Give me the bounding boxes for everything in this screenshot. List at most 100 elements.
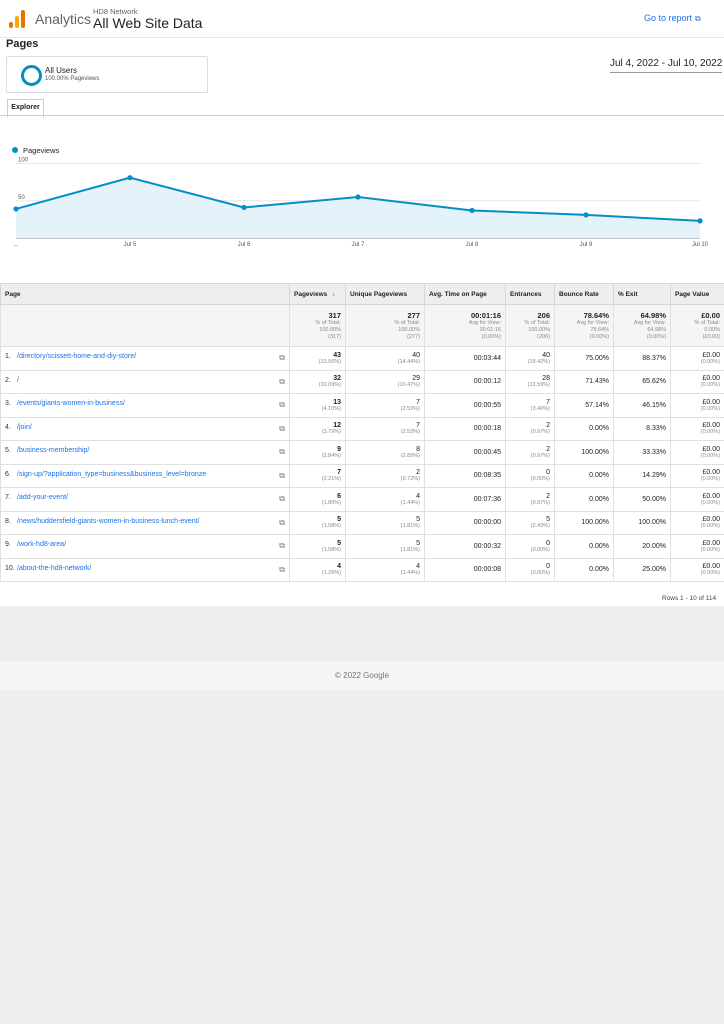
column-header[interactable]: Page Value xyxy=(670,283,724,305)
avg-time-cell: 00:07:36 xyxy=(424,487,506,512)
entrances-cell-value: 40 xyxy=(542,351,550,359)
open-page-icon[interactable]: ⧉ xyxy=(279,376,285,386)
page-link[interactable]: /events/giants-women-in-business/ xyxy=(17,400,125,408)
pageviews-chart: Pageviews 100 50... Jul 5 Jul 6 Jul 7 Jul 8 Jul… xyxy=(12,146,709,248)
page-link[interactable]: /news/huddersfield-giants-women-in-busin… xyxy=(17,517,200,525)
total-percent: 100.00% xyxy=(398,326,420,333)
unique-pageviews-cell: 8 (2.89%) xyxy=(345,440,425,465)
bounce-rate-cell-value: 0.00% xyxy=(589,566,609,574)
pageviews-cell-percent: (1.89%) xyxy=(321,499,341,506)
total-caption: Avg for View: xyxy=(633,319,666,326)
segment-card[interactable]: All Users 100.00% Pageviews xyxy=(6,56,208,93)
page-value-cell: £0.00 (0.00%) xyxy=(670,393,724,418)
pageviews-cell-percent: (1.58%) xyxy=(321,546,341,553)
x-tick-label: Jul 9 xyxy=(580,242,593,248)
total-absolute: (317) xyxy=(328,333,341,340)
pageviews-cell: 5 (1.58%) xyxy=(289,534,346,559)
page-link[interactable]: /sign-up/?application_type=business&busi… xyxy=(17,470,207,478)
table-row: 3. /events/giants-women-in-business/ ⧉ 13 (4… xyxy=(0,393,724,418)
page-value-cell-percent: (0.00%) xyxy=(700,476,720,483)
go-to-report-link[interactable]: Go to report ⧉ xyxy=(644,13,701,24)
unique-pageviews-cell: 2 (0.72%) xyxy=(345,463,425,488)
pageviews-cell-percent: (3.79%) xyxy=(321,429,341,436)
row-rank: 1. xyxy=(5,353,11,361)
exit-cell: 20.00% xyxy=(613,534,671,559)
exit-cell: 46.15% xyxy=(613,393,671,418)
unique-pageviews-cell-value: 8 xyxy=(416,445,420,453)
pageviews-cell: 6 (1.89%) xyxy=(289,487,346,512)
x-tick-label: Jul 6 xyxy=(238,242,251,248)
exit-cell-value: 100.00% xyxy=(638,519,666,527)
row-rank: 2. xyxy=(5,376,11,384)
column-header-label: Bounce Rate xyxy=(559,290,599,298)
page-link[interactable]: /add-your-event/ xyxy=(17,494,68,502)
page-link[interactable]: /directory/scissett-home-and-diy-store/ xyxy=(17,353,137,361)
segment-detail: 100.00% Pageviews xyxy=(45,76,100,82)
account-name[interactable]: HD8 Network xyxy=(93,7,138,16)
open-page-icon[interactable]: ⧉ xyxy=(279,541,285,551)
open-page-icon[interactable]: ⧉ xyxy=(279,400,285,410)
view-name[interactable]: All Web Site Data xyxy=(93,15,203,31)
open-page-icon[interactable]: ⧉ xyxy=(279,517,285,527)
open-page-icon[interactable]: ⧉ xyxy=(279,353,285,363)
column-header[interactable]: Bounce Rate xyxy=(554,283,614,305)
entrances-cell: 0 (0.00%) xyxy=(505,534,555,559)
page-value-cell-value: £0.00 xyxy=(702,563,720,571)
page-link[interactable]: /work-hd8-area/ xyxy=(17,541,67,549)
total-percent: 100.00% xyxy=(319,326,341,333)
total-caption: % of Total: xyxy=(394,319,420,326)
column-header[interactable]: Pageviews ↓ xyxy=(289,283,346,305)
tab-explorer[interactable]: Explorer xyxy=(7,99,44,118)
page-value-cell: £0.00 (0.00%) xyxy=(670,346,724,371)
total-caption: Avg for View: xyxy=(576,319,609,326)
open-page-icon[interactable]: ⧉ xyxy=(279,564,285,574)
entrances-cell-percent: (3.40%) xyxy=(530,405,550,412)
column-header[interactable]: Entrances xyxy=(505,283,555,305)
page-link[interactable]: /business-membership/ xyxy=(17,447,90,455)
open-page-icon[interactable]: ⧉ xyxy=(279,470,285,480)
unique-pageviews-cell: 29 (10.47%) xyxy=(345,369,425,394)
page-value-cell: £0.00 (0.00%) xyxy=(670,463,724,488)
data-point xyxy=(469,207,475,214)
column-header[interactable]: Unique Pageviews xyxy=(345,283,425,305)
open-page-icon[interactable]: ⧉ xyxy=(279,494,285,504)
page-cell: 3. /events/giants-women-in-business/ ⧉ xyxy=(0,393,290,418)
data-point xyxy=(697,218,703,224)
unique-pageviews-cell-value: 4 xyxy=(416,563,420,571)
page-value-cell-value: £0.00 xyxy=(702,539,720,547)
exit-cell: 33.33% xyxy=(613,440,671,465)
y-tick-label: 50 xyxy=(18,195,25,201)
column-header[interactable]: Avg. Time on Page xyxy=(424,283,506,305)
totals-cell: 78.64% Avg for View: 78.64% (0.00%) xyxy=(554,304,614,347)
legend-swatch xyxy=(12,147,18,153)
page-value-cell-value: £0.00 xyxy=(702,375,720,383)
entrances-cell-value: 2 xyxy=(546,492,550,500)
entrances-cell-percent: (0.00%) xyxy=(530,570,550,577)
exit-cell-value: 8.33% xyxy=(646,425,666,433)
date-range-selector[interactable]: Jul 4, 2022 - Jul 10, 2022 xyxy=(610,58,723,73)
pageviews-cell-percent: (2.21%) xyxy=(321,476,341,483)
unique-pageviews-cell-value: 5 xyxy=(416,539,420,547)
page-link[interactable]: / xyxy=(17,376,19,384)
unique-pageviews-cell-value: 7 xyxy=(416,398,420,406)
bounce-rate-cell-value: 0.00% xyxy=(589,425,609,433)
exit-cell-value: 88.37% xyxy=(642,354,666,362)
page-cell: 1. /directory/scissett-home-and-diy-store… xyxy=(0,346,290,371)
open-page-icon[interactable]: ⧉ xyxy=(279,423,285,433)
column-header[interactable]: % Exit xyxy=(613,283,671,305)
page-link[interactable]: /join/ xyxy=(17,423,32,431)
unique-pageviews-cell: 4 (1.44%) xyxy=(345,557,425,582)
column-header[interactable]: Page xyxy=(0,283,290,305)
row-rank: 9. xyxy=(5,541,11,549)
unique-pageviews-cell: 4 (1.44%) xyxy=(345,487,425,512)
open-page-icon[interactable]: ⧉ xyxy=(279,447,285,457)
total-caption: % of Total: xyxy=(694,319,720,326)
unique-pageviews-cell-value: 7 xyxy=(416,422,420,430)
bounce-rate-cell: 0.00% xyxy=(554,487,614,512)
exit-cell-value: 33.33% xyxy=(642,448,666,456)
sort-down-icon[interactable]: ↓ xyxy=(332,290,336,298)
page-link[interactable]: /about-the-hd8-network/ xyxy=(17,564,92,572)
entrances-cell: 0 (0.00%) xyxy=(505,557,555,582)
page-value-cell-value: £0.00 xyxy=(702,422,720,430)
data-point xyxy=(13,206,19,212)
